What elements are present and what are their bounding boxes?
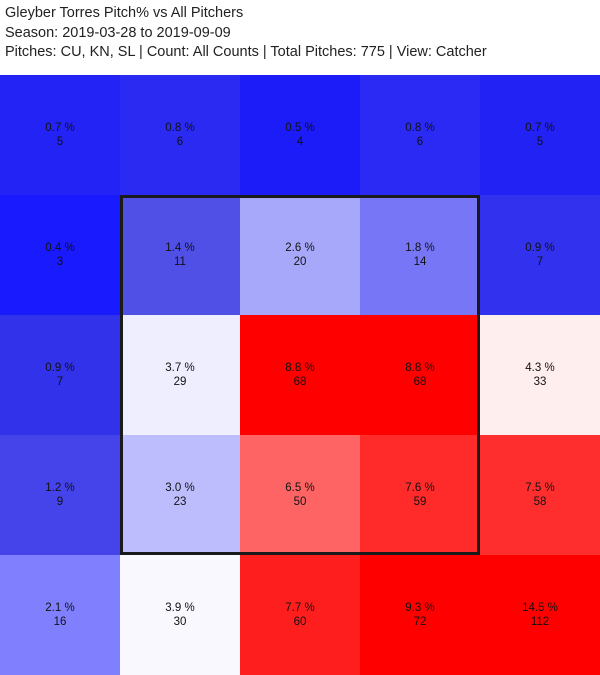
- cell-percentage: 6.5 %: [285, 482, 315, 494]
- heatmap-cell: 8.8 % 68: [360, 315, 480, 435]
- heatmap-cell: 3.0 % 23: [120, 435, 240, 555]
- cell-percentage: 7.7 %: [285, 602, 315, 614]
- heatmap-cell: 1.4 % 11: [120, 195, 240, 315]
- heatmap-cell: 7.5 % 58: [480, 435, 600, 555]
- heatmap-cell: 0.7 % 5: [0, 75, 120, 195]
- cell-count: 23: [173, 496, 187, 508]
- cell-percentage: 8.8 %: [285, 362, 315, 374]
- cell-count: 59: [413, 496, 427, 508]
- cell-percentage: 14.5 %: [522, 602, 558, 614]
- heatmap-cell: 1.2 % 9: [0, 435, 120, 555]
- heatmap-cell: 9.3 % 72: [360, 555, 480, 675]
- cell-count: 4: [296, 136, 304, 148]
- heatmap-cell: 3.9 % 30: [120, 555, 240, 675]
- heatmap-cell: 8.8 % 68: [240, 315, 360, 435]
- cell-percentage: 2.1 %: [45, 602, 75, 614]
- cell-percentage: 0.8 %: [165, 122, 195, 134]
- cell-percentage: 7.6 %: [405, 482, 435, 494]
- chart-title: Gleyber Torres Pitch% vs All Pitchers: [5, 5, 244, 21]
- heatmap-cell: 0.7 % 5: [480, 75, 600, 195]
- cell-count: 6: [416, 136, 424, 148]
- cell-percentage: 7.5 %: [525, 482, 555, 494]
- heatmap-cell: 6.5 % 50: [240, 435, 360, 555]
- season-range: Season: 2019-03-28 to 2019-09-09: [5, 24, 231, 41]
- cell-percentage: 3.9 %: [165, 602, 195, 614]
- heatmap-cell: 2.6 % 20: [240, 195, 360, 315]
- heatmap-cell: 14.5 % 112: [480, 555, 600, 675]
- cell-count: 58: [533, 496, 547, 508]
- cell-count: 7: [536, 256, 544, 268]
- cell-count: 16: [53, 616, 67, 628]
- cell-count: 68: [413, 376, 427, 388]
- cell-count: 3: [56, 256, 64, 268]
- heatmap-cell: 4.3 % 33: [480, 315, 600, 435]
- heatmap-cell: 7.7 % 60: [240, 555, 360, 675]
- cell-count: 72: [413, 616, 427, 628]
- heatmap-cell: 0.9 % 7: [480, 195, 600, 315]
- cell-percentage: 4.3 %: [525, 362, 555, 374]
- cell-count: 50: [293, 496, 307, 508]
- heatmap-cell: 3.7 % 29: [120, 315, 240, 435]
- cell-percentage: 1.8 %: [405, 242, 435, 254]
- heatmap-cell: 0.8 % 6: [120, 75, 240, 195]
- cell-count: 5: [56, 136, 64, 148]
- cell-percentage: 3.0 %: [165, 482, 195, 494]
- pitch-heatmap: 0.7 % 5 0.8 % 6 0.5 % 4 0.8 % 6 0.7 % 5 0.4 % 3 1.4 …: [0, 75, 600, 675]
- cell-percentage: 0.7 %: [45, 122, 75, 134]
- cell-percentage: 8.8 %: [405, 362, 435, 374]
- cell-percentage: 1.2 %: [45, 482, 75, 494]
- cell-count: 29: [173, 376, 187, 388]
- cell-percentage: 0.4 %: [45, 242, 75, 254]
- heatmap-cell: 0.5 % 4: [240, 75, 360, 195]
- heatmap-cell: 0.4 % 3: [0, 195, 120, 315]
- cell-percentage: 0.9 %: [525, 242, 555, 254]
- cell-percentage: 9.3 %: [405, 602, 435, 614]
- cell-count: 20: [293, 256, 307, 268]
- cell-percentage: 2.6 %: [285, 242, 315, 254]
- heatmap-cell: 0.8 % 6: [360, 75, 480, 195]
- cell-percentage: 0.7 %: [525, 122, 555, 134]
- cell-percentage: 1.4 %: [165, 242, 195, 254]
- cell-count: 30: [173, 616, 187, 628]
- heatmap-cell: 7.6 % 59: [360, 435, 480, 555]
- heatmap-cell: 1.8 % 14: [360, 195, 480, 315]
- cell-count: 11: [174, 256, 186, 268]
- cell-count: 6: [176, 136, 184, 148]
- cell-percentage: 0.8 %: [405, 122, 435, 134]
- filter-summary: Pitches: CU, KN, SL | Count: All Counts …: [5, 44, 487, 60]
- cell-percentage: 3.7 %: [165, 362, 195, 374]
- heatmap-cell: 0.9 % 7: [0, 315, 120, 435]
- chart-header: Gleyber Torres Pitch% vs All Pitchers Se…: [5, 4, 487, 63]
- cell-count: 60: [293, 616, 307, 628]
- cell-count: 7: [56, 376, 64, 388]
- cell-count: 112: [530, 616, 550, 628]
- cell-count: 68: [293, 376, 307, 388]
- cell-count: 9: [56, 496, 64, 508]
- cell-count: 5: [536, 136, 544, 148]
- cell-count: 14: [413, 256, 427, 268]
- cell-percentage: 0.9 %: [45, 362, 75, 374]
- cell-count: 33: [533, 376, 547, 388]
- heatmap-cell: 2.1 % 16: [0, 555, 120, 675]
- cell-percentage: 0.5 %: [285, 122, 315, 134]
